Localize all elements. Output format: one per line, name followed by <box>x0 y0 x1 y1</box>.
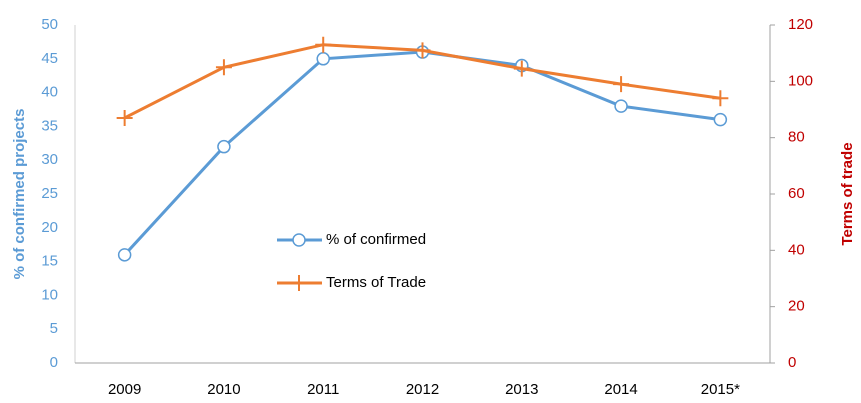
point <box>315 36 332 53</box>
y-tick-label: 50 <box>41 16 58 33</box>
y2-tick-label: 20 <box>788 298 805 315</box>
x-tick-label: 2014 <box>604 381 637 398</box>
legend-label: % of confirmed <box>326 231 426 248</box>
y2-tick-label: 120 <box>788 16 813 33</box>
y-tick-label: 40 <box>41 84 58 101</box>
y2-tick-label: 80 <box>788 129 805 146</box>
y-tick-label: 30 <box>41 151 58 168</box>
x-tick-label: 2011 <box>307 381 339 398</box>
y2-tick-label: 60 <box>788 185 805 202</box>
y2-tick-label: 40 <box>788 241 805 258</box>
y-tick-label: 35 <box>41 117 58 134</box>
point <box>513 60 530 77</box>
point <box>713 112 728 127</box>
point <box>614 99 628 113</box>
x-tick-label: 2009 <box>108 381 141 398</box>
y-tick-label: 20 <box>41 219 58 236</box>
series-line <box>123 50 721 256</box>
y-tick-label: 5 <box>50 320 58 337</box>
legend-marker <box>291 275 307 291</box>
y-axis-title: % of confirmed projects <box>11 109 28 280</box>
y2-tick-label: 0 <box>788 354 796 371</box>
x-tick-label: 2012 <box>406 381 439 398</box>
legend-marker <box>292 233 306 247</box>
y-tick-label: 25 <box>41 185 58 202</box>
y-tick-label: 45 <box>41 50 58 67</box>
y2-tick-label: 100 <box>788 72 813 89</box>
point <box>117 248 132 262</box>
point <box>217 139 231 154</box>
y-tick-label: 15 <box>41 253 58 270</box>
y2-axis-title: Terms of trade <box>839 142 856 245</box>
point <box>215 59 232 76</box>
point <box>414 42 431 59</box>
y-tick-label: 0 <box>50 354 58 371</box>
point <box>712 90 729 107</box>
x-tick-label: 2010 <box>207 381 240 398</box>
point <box>116 109 133 126</box>
y-tick-label: 10 <box>41 286 58 303</box>
point <box>613 76 630 93</box>
legend-label: Terms of Trade <box>326 274 426 291</box>
point <box>316 52 330 66</box>
x-tick-label: 2013 <box>505 381 538 398</box>
x-tick-label: 2015* <box>701 381 740 398</box>
